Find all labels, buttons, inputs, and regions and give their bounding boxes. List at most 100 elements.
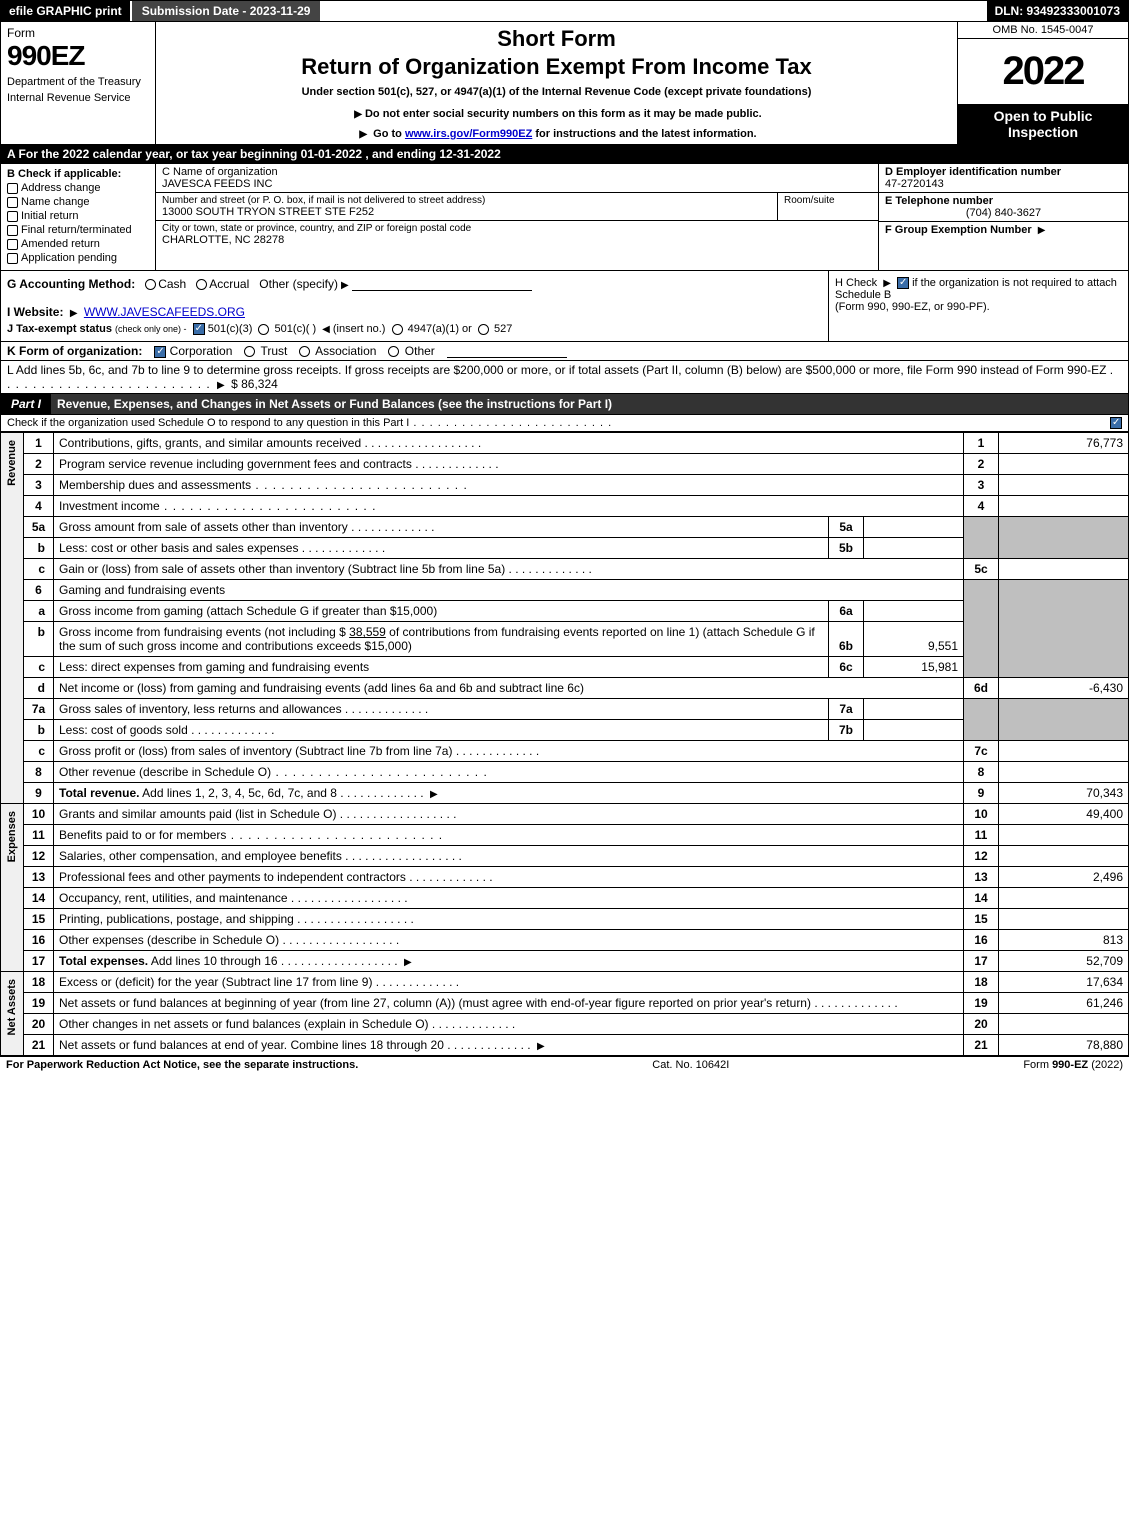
checkbox-checked-icon[interactable] — [193, 323, 205, 335]
line-val — [999, 846, 1129, 867]
line-num: 2 — [24, 454, 54, 475]
radio-icon[interactable] — [196, 279, 207, 290]
line-val: 813 — [999, 930, 1129, 951]
line-ref: 3 — [964, 475, 999, 496]
mid-ref: 5b — [829, 538, 864, 559]
checkbox-icon[interactable] — [7, 197, 18, 208]
mid-ref: 6b — [829, 622, 864, 657]
j-sub: (check only one) - — [115, 324, 187, 334]
j-tax-exempt: J Tax-exempt status (check only one) - 5… — [7, 323, 822, 335]
h-prefix: H Check — [835, 277, 877, 289]
checkbox-icon[interactable] — [7, 253, 18, 264]
efile-label: efile GRAPHIC print — [1, 1, 130, 21]
line-val — [999, 909, 1129, 930]
radio-icon[interactable] — [392, 324, 403, 335]
checkbox-icon[interactable] — [7, 211, 18, 222]
line-num: 14 — [24, 888, 54, 909]
line-desc: Total expenses. Add lines 10 through 16 — [54, 951, 964, 972]
checkbox-checked-icon[interactable] — [1110, 417, 1122, 429]
line-ref: 19 — [964, 993, 999, 1014]
header-center: Short Form Return of Organization Exempt… — [156, 22, 958, 144]
g-other-label: Other (specify) — [259, 277, 338, 291]
irs-link[interactable]: www.irs.gov/Form990EZ — [405, 128, 532, 140]
line-5c: c Gain or (loss) from sale of assets oth… — [1, 559, 1129, 580]
mid-val — [864, 517, 964, 538]
checkbox-icon[interactable] — [7, 225, 18, 236]
k-label: K Form of organization: — [7, 344, 142, 358]
line-desc: Gross profit or (loss) from sales of inv… — [54, 741, 964, 762]
address-label: Number and street (or P. O. box, if mail… — [162, 195, 771, 206]
line-desc: Less: direct expenses from gaming and fu… — [54, 657, 829, 678]
line-num: 21 — [24, 1035, 54, 1056]
line-num: c — [24, 559, 54, 580]
k-opt: Corporation — [170, 344, 233, 358]
line-val — [999, 475, 1129, 496]
line-3: 3 Membership dues and assessments 3 — [1, 475, 1129, 496]
omb-number: OMB No. 1545-0047 — [958, 22, 1128, 39]
line-val — [999, 888, 1129, 909]
chk-label: Initial return — [21, 210, 78, 222]
radio-icon[interactable] — [478, 324, 489, 335]
part1-sub: Check if the organization used Schedule … — [0, 415, 1129, 432]
line-ref: 9 — [964, 783, 999, 804]
g-other-blank — [352, 277, 532, 291]
radio-icon[interactable] — [388, 346, 399, 357]
address-value: 13000 SOUTH TRYON STREET STE F252 — [162, 206, 771, 218]
line-num: c — [24, 657, 54, 678]
line-ref: 14 — [964, 888, 999, 909]
line-desc: Professional fees and other payments to … — [54, 867, 964, 888]
goto-prefix: Go to — [373, 128, 405, 140]
line-desc: Grants and similar amounts paid (list in… — [54, 804, 964, 825]
shaded-cell — [999, 517, 1129, 559]
chk-initial-return: Initial return — [7, 210, 149, 222]
ein-label: D Employer identification number — [885, 166, 1122, 178]
j-opt: 527 — [494, 323, 512, 335]
k-opt: Trust — [261, 344, 288, 358]
block-gh: G Accounting Method: Cash Accrual Other … — [0, 271, 1129, 342]
k-form-of-org: K Form of organization: Corporation Trus… — [0, 342, 1129, 361]
line-ref: 5c — [964, 559, 999, 580]
address-row: Number and street (or P. O. box, if mail… — [156, 193, 878, 221]
chk-label: Final return/terminated — [21, 224, 132, 236]
arrow-icon — [880, 277, 894, 289]
line-desc: Other expenses (describe in Schedule O) — [54, 930, 964, 951]
j-label: J Tax-exempt status — [7, 323, 112, 335]
city-cell: City or town, state or province, country… — [156, 221, 878, 248]
checkbox-checked-icon[interactable] — [897, 277, 909, 289]
arrow-icon — [351, 108, 365, 120]
radio-icon[interactable] — [145, 279, 156, 290]
netassets-tab: Net Assets — [1, 972, 24, 1056]
mid-ref: 6a — [829, 601, 864, 622]
dln-label: DLN: 93492333001073 — [987, 1, 1128, 21]
radio-icon[interactable] — [299, 346, 310, 357]
goto-line: Go to www.irs.gov/Form990EZ for instruct… — [164, 128, 949, 140]
dots — [409, 417, 612, 429]
line-7a: 7a Gross sales of inventory, less return… — [1, 699, 1129, 720]
radio-icon[interactable] — [258, 324, 269, 335]
line-num: 3 — [24, 475, 54, 496]
arrow-icon — [356, 128, 370, 140]
ein-cell: D Employer identification number 47-2720… — [879, 164, 1128, 193]
line-val: 76,773 — [999, 433, 1129, 454]
line-ref: 17 — [964, 951, 999, 972]
header-right: OMB No. 1545-0047 2022 Open to Public In… — [958, 22, 1128, 144]
line-num: 16 — [24, 930, 54, 951]
line-val — [999, 559, 1129, 580]
mid-val — [864, 601, 964, 622]
line-num: 18 — [24, 972, 54, 993]
info-block: B Check if applicable: Address change Na… — [0, 164, 1129, 271]
website-link[interactable]: WWW.JAVESCAFEEDS.ORG — [84, 305, 245, 319]
radio-icon[interactable] — [244, 346, 255, 357]
line-num: a — [24, 601, 54, 622]
checkbox-icon[interactable] — [7, 183, 18, 194]
tel-value: (704) 840-3627 — [885, 207, 1122, 219]
form-number: 990EZ — [7, 40, 149, 72]
line-2: 2 Program service revenue including gove… — [1, 454, 1129, 475]
checkbox-checked-icon[interactable] — [154, 346, 166, 358]
submission-date: Submission Date - 2023-11-29 — [130, 1, 321, 21]
h-section: H Check if the organization is not requi… — [828, 271, 1128, 341]
line-num: 9 — [24, 783, 54, 804]
netassets-tab-text: Net Assets — [6, 975, 18, 1039]
checkbox-icon[interactable] — [7, 239, 18, 250]
tel-label: E Telephone number — [885, 195, 1122, 207]
